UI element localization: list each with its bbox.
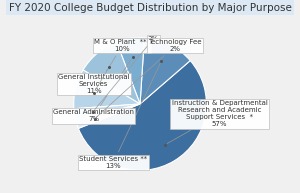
Wedge shape bbox=[140, 38, 190, 104]
Wedge shape bbox=[76, 104, 140, 128]
Text: Technology Fee
2%: Technology Fee 2% bbox=[97, 39, 202, 117]
Text: Instruction & Departmental
Research and Academic
Support Services  *
57%: Instruction & Departmental Research and … bbox=[167, 100, 268, 143]
Title: FY 2020 College Budget Distribution by Major Purpose: FY 2020 College Budget Distribution by M… bbox=[9, 3, 291, 13]
Wedge shape bbox=[83, 42, 140, 104]
Text: General Institutional
Services
11%: General Institutional Services 11% bbox=[58, 69, 129, 94]
Text: General Administration
7%: General Administration 7% bbox=[53, 59, 134, 122]
Wedge shape bbox=[74, 70, 140, 109]
Wedge shape bbox=[117, 38, 144, 104]
Wedge shape bbox=[74, 104, 140, 121]
Text: M & O Plant  ***
10%: M & O Plant *** 10% bbox=[94, 39, 150, 91]
Wedge shape bbox=[78, 61, 206, 170]
Text: Student Services **
13%: Student Services ** 13% bbox=[80, 64, 160, 169]
Text: 3%: 3% bbox=[95, 36, 159, 110]
